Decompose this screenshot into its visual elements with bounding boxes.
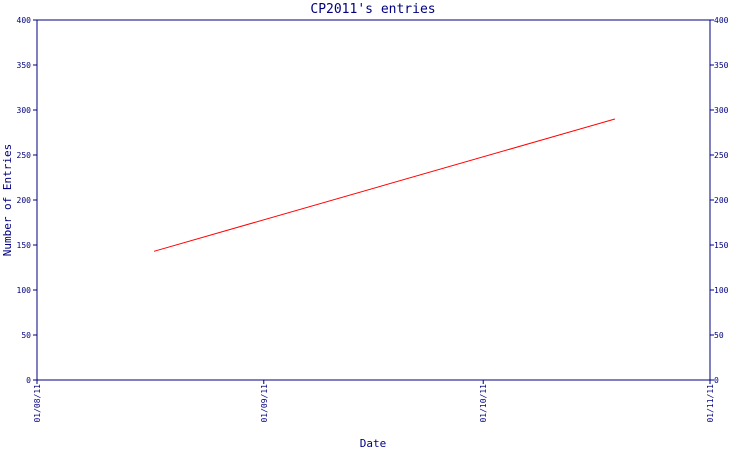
x-axis-label: Date [360,437,387,450]
series-line [153,118,616,252]
series-layer [153,118,616,252]
y-tick-label-left: 400 [17,16,32,25]
y-tick-label-right: 250 [714,151,729,160]
y-tick-label-left: 100 [17,286,32,295]
y-tick-label-right: 50 [714,331,724,340]
y-tick-label-right: 150 [714,241,729,250]
y-tick-label-left: 50 [21,331,31,340]
y-tick-label-left: 150 [17,241,32,250]
y-tick-label-right: 200 [714,196,729,205]
y-tick-label-left: 300 [17,106,32,115]
y-tick-label-left: 0 [26,376,31,385]
y-tick-label-right: 100 [714,286,729,295]
y-tick-label-right: 400 [714,16,729,25]
y-axis-label: Number of Entries [1,144,14,257]
x-tick-label: 01/11/11 [706,384,715,423]
y-tick-label-right: 350 [714,61,729,70]
x-tick-label: 01/09/11 [260,384,269,423]
chart-title: CP2011's entries [310,2,435,17]
x-tick-label: 01/08/11 [33,384,42,423]
x-tick-label: 01/10/11 [479,384,488,423]
y-tick-label-left: 250 [17,151,32,160]
tick-layer: 0 0 50 50 100 100 150 150 200 200 250 250 300 300 350 3… [17,16,729,423]
y-tick-label-left: 350 [17,61,32,70]
y-tick-label-left: 200 [17,196,32,205]
y-tick-label-right: 300 [714,106,729,115]
y-tick-label-right: 0 [714,376,719,385]
plot-frame [36,19,711,381]
